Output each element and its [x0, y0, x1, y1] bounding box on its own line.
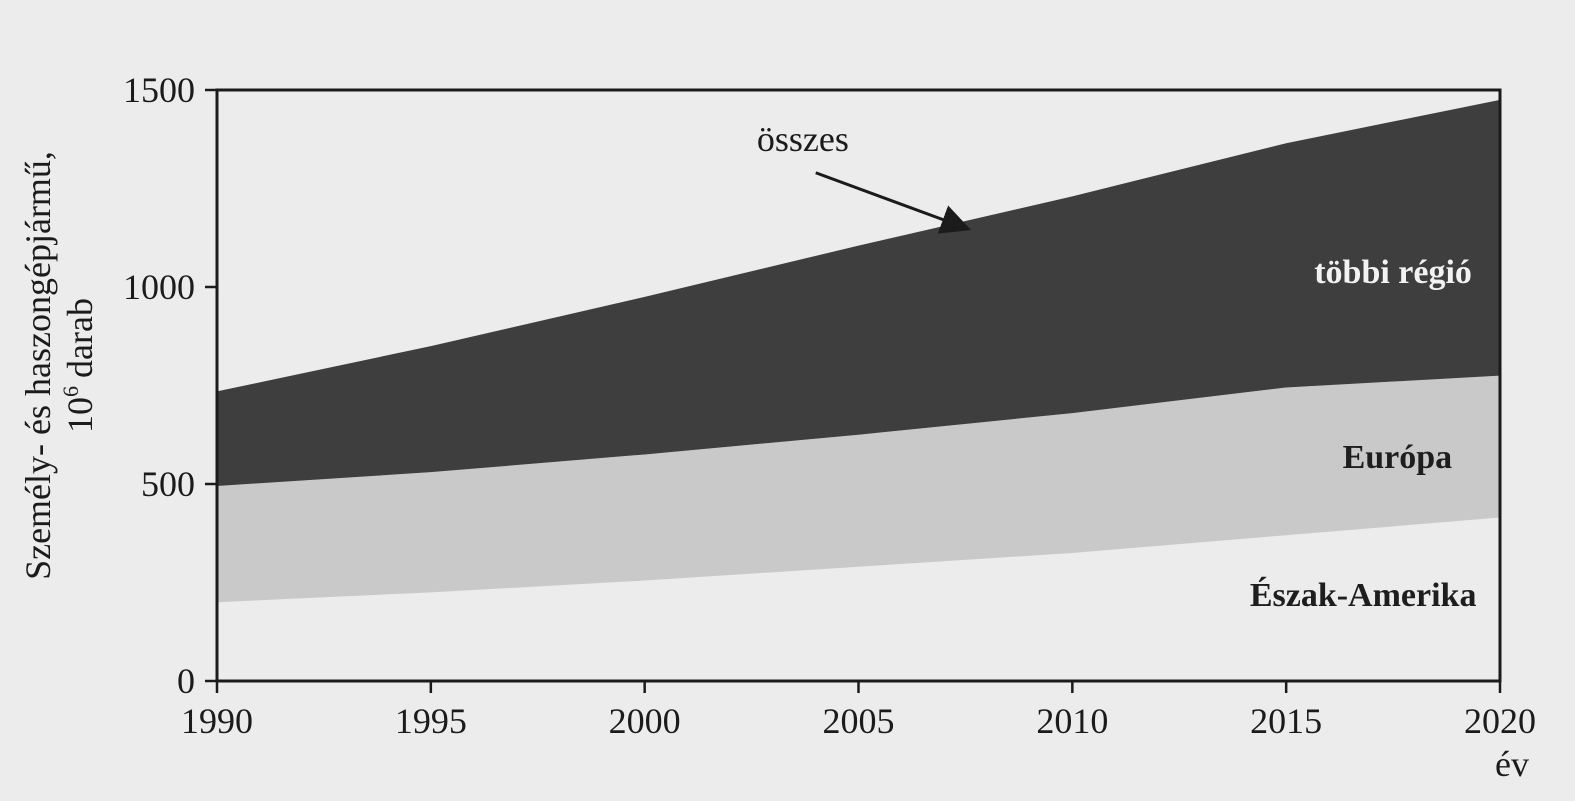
y-tick-label: 500	[141, 464, 195, 504]
area-1	[217, 517, 1500, 681]
x-tick-label: 2000	[609, 701, 681, 741]
tick-layer: 1990 1995 2000 2005 2010 2015 2020 0 500 1000 1500	[123, 70, 1536, 741]
x-tick-label: 2005	[823, 701, 895, 741]
y-axis-unit-base: 10	[60, 397, 100, 433]
annotation-label: összes	[757, 119, 849, 159]
x-tick-label: 2010	[1036, 701, 1108, 741]
annotation-arrow	[815, 171, 972, 234]
y-axis-unit-exponent: 6	[58, 386, 83, 397]
x-tick-label: 2015	[1250, 701, 1322, 741]
y-axis-title: Személy- és haszongépjármű,	[18, 151, 58, 580]
region-label-layer: Észak-Amerika Európa többi régió	[1250, 254, 1477, 614]
area-layer	[217, 99, 1500, 681]
series-label-1: Észak-Amerika	[1250, 577, 1477, 614]
x-tick-label: 1990	[181, 701, 253, 741]
y-tick-label: 1000	[123, 267, 195, 307]
x-tick-label: 1995	[395, 701, 467, 741]
series-label-3: többi régió	[1314, 254, 1472, 291]
x-axis-title: év	[1495, 744, 1529, 784]
y-axis-unit: 106 darab	[58, 298, 100, 433]
x-tick-label: 2020	[1464, 701, 1536, 741]
y-tick-label: 1500	[123, 70, 195, 110]
y-axis-unit-rest: darab	[60, 298, 100, 378]
area-3	[217, 99, 1500, 486]
y-tick-label: 0	[177, 661, 195, 701]
series-label-2: Európa	[1343, 439, 1453, 476]
area-2	[217, 375, 1500, 603]
